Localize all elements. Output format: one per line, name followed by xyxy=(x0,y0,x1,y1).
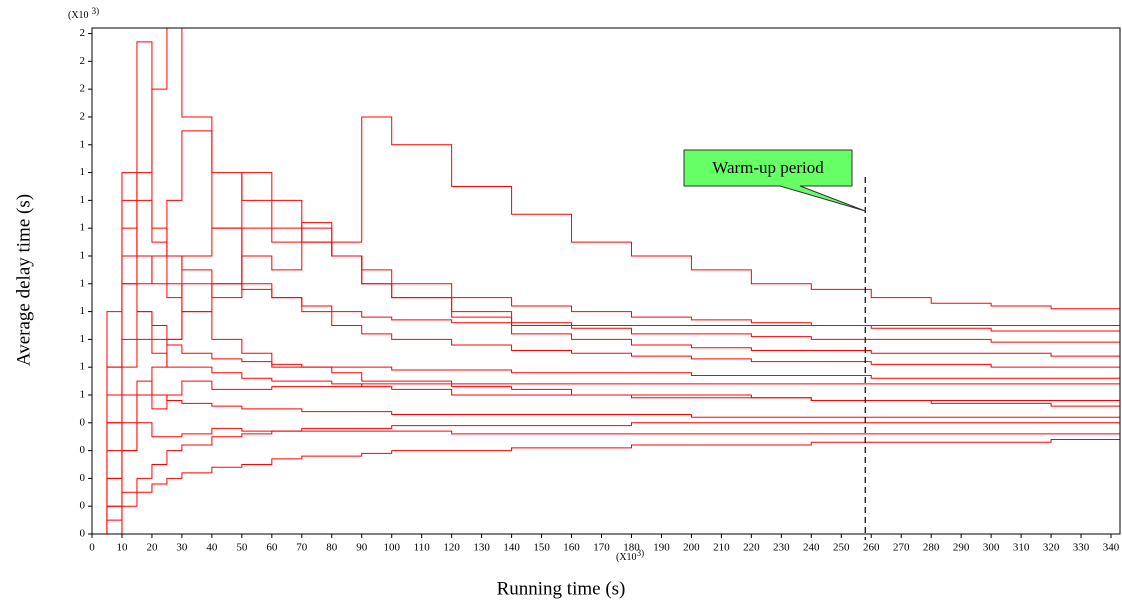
x-tick-label: 80 xyxy=(326,542,338,554)
series-line xyxy=(92,130,1121,535)
x-tick-label: 250 xyxy=(833,542,850,554)
series-line xyxy=(92,380,1120,535)
y-axis-label: Average delay time (s) xyxy=(13,194,34,366)
y-unit-exp: 3) xyxy=(92,6,100,16)
y-tick-label: 1 xyxy=(80,166,86,178)
series-line xyxy=(92,438,1120,535)
x-tick-label: 240 xyxy=(803,542,820,554)
x-tick-label: 130 xyxy=(473,542,490,554)
x-tick-label: 320 xyxy=(1043,542,1060,554)
x-tick-label: 150 xyxy=(533,542,550,554)
x-unit-exp: 3) xyxy=(637,548,645,558)
x-tick-label: 200 xyxy=(683,542,700,554)
x-tick-label: 330 xyxy=(1073,542,1090,554)
series-line xyxy=(92,338,1120,535)
x-tick-label: 70 xyxy=(296,542,308,554)
x-tick-label: 230 xyxy=(773,542,790,554)
x-tick-label: 10 xyxy=(116,542,128,554)
x-tick-label: 280 xyxy=(923,542,940,554)
x-unit-base: (X10 xyxy=(616,552,637,563)
x-tick-label: 310 xyxy=(1013,542,1030,554)
x-tick-label: 50 xyxy=(236,542,248,554)
x-tick-label: 290 xyxy=(953,542,970,554)
x-tick-label: 120 xyxy=(443,542,460,554)
x-tick-label: 220 xyxy=(743,542,760,554)
y-tick-label: 1 xyxy=(80,305,86,317)
x-axis-label: Running time (s) xyxy=(497,578,626,599)
x-tick-label: 170 xyxy=(593,542,610,554)
y-tick-label: 0 xyxy=(80,472,86,484)
x-tick-label: 210 xyxy=(713,542,730,554)
x-tick-label: 340 xyxy=(1103,542,1120,554)
series-line xyxy=(92,27,1120,535)
y-tick-label: 1 xyxy=(80,194,86,206)
y-tick-label: 1 xyxy=(80,250,86,262)
y-unit: (X10 3) xyxy=(68,6,99,21)
y-tick-label: 2 xyxy=(80,55,86,67)
y-tick-label: 0 xyxy=(80,416,86,428)
series-line xyxy=(92,430,1120,535)
y-tick-label: 2 xyxy=(80,27,86,39)
series-line xyxy=(92,380,1120,535)
x-tick-label: 30 xyxy=(176,542,188,554)
y-tick-label: 0 xyxy=(80,500,86,512)
x-tick-label: 20 xyxy=(146,542,158,554)
x-tick-label: 140 xyxy=(503,542,520,554)
x-tick-label: 0 xyxy=(89,542,95,554)
y-tick-label: 1 xyxy=(80,277,86,289)
y-unit-base: (X10 xyxy=(68,10,89,21)
y-tick-label: 1 xyxy=(80,333,86,345)
plot-frame xyxy=(91,27,1121,535)
series-line xyxy=(92,422,1120,535)
annotation-text: Warm-up period xyxy=(712,158,824,177)
x-tick-label: 260 xyxy=(863,542,880,554)
x-tick-label: 110 xyxy=(414,542,431,554)
x-tick-label: 180 xyxy=(623,542,640,554)
x-tick-label: 160 xyxy=(563,542,580,554)
x-tick-label: 100 xyxy=(383,542,400,554)
x-tick-label: 270 xyxy=(893,542,910,554)
x-tick-label: 90 xyxy=(356,542,368,554)
y-tick-label: 0 xyxy=(80,444,86,456)
x-tick-label: 190 xyxy=(653,542,670,554)
y-tick-label: 1 xyxy=(80,222,86,234)
y-tick-label: 1 xyxy=(80,361,86,373)
callout xyxy=(683,149,866,212)
y-tick-label: 1 xyxy=(80,389,86,401)
x-unit: (X103) xyxy=(616,548,644,563)
series-line xyxy=(92,41,1120,535)
y-tick-label: 1 xyxy=(80,138,86,150)
y-tick-label: 2 xyxy=(80,83,86,95)
x-tick-label: 300 xyxy=(983,542,1000,554)
x-tick-label: 40 xyxy=(206,542,218,554)
y-tick-label: 2 xyxy=(80,110,86,122)
series-line xyxy=(92,283,1120,535)
y-tick-label: 0 xyxy=(80,528,86,540)
series-line xyxy=(92,199,1120,535)
x-tick-label: 60 xyxy=(266,542,278,554)
